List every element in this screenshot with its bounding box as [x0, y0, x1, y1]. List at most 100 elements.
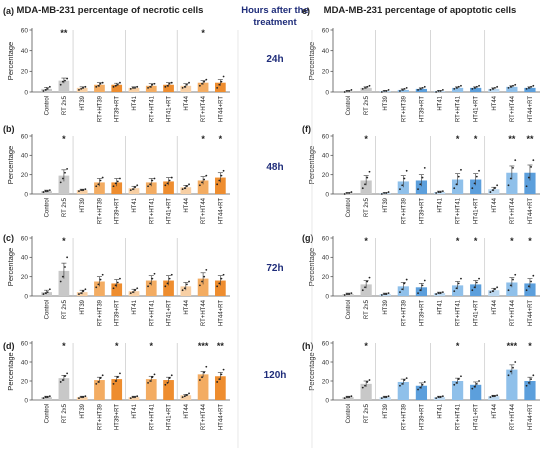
data-point: [119, 277, 121, 280]
data-point: [387, 395, 390, 398]
data-point: [441, 89, 444, 91]
data-point: [132, 86, 134, 89]
x-tick-label: HT39+RT: [419, 96, 425, 122]
data-point: [525, 289, 528, 292]
data-point: [435, 293, 438, 295]
bar: [128, 397, 140, 400]
y-tick-label: 40: [21, 153, 29, 160]
data-point: [419, 88, 422, 90]
bar: [163, 280, 174, 296]
bar: [58, 80, 70, 92]
data-point: [132, 396, 134, 399]
data-point: [129, 88, 132, 90]
data-point: [136, 184, 139, 187]
y-axis-label: Percentage: [307, 42, 316, 80]
x-tick-label: Control: [346, 404, 352, 423]
data-point: [205, 78, 208, 81]
bar: [94, 84, 105, 92]
significance-marker: *: [456, 134, 460, 144]
data-point: [380, 294, 383, 296]
data-point: [222, 273, 225, 276]
data-point: [153, 272, 156, 275]
data-point: [491, 290, 494, 293]
bar: [360, 383, 372, 400]
x-tick-label: RT+HT44: [510, 403, 516, 430]
data-point: [471, 387, 474, 390]
y-tick-label: 40: [322, 359, 330, 366]
data-point: [350, 89, 353, 91]
x-tick-label: HT44+RT: [528, 198, 534, 224]
x-tick-label: RT+HT39: [401, 403, 407, 430]
data-point: [496, 286, 499, 289]
data-point: [507, 86, 510, 89]
data-point: [368, 170, 371, 173]
data-point: [97, 381, 100, 383]
x-tick-label: HT41+RT: [474, 300, 480, 326]
data-point: [491, 395, 494, 398]
x-tick-label: HT44: [184, 299, 190, 314]
data-point: [423, 167, 426, 169]
bar: [488, 189, 500, 194]
data-point: [48, 395, 51, 398]
y-tick-label: 20: [322, 274, 330, 281]
y-tick-label: 60: [21, 235, 29, 242]
data-point: [399, 291, 401, 294]
x-tick-label: RT+HT41: [149, 95, 155, 122]
data-point: [101, 273, 104, 276]
data-point: [343, 397, 346, 399]
significance-marker: *: [364, 236, 368, 246]
bar: [215, 280, 226, 296]
y-tick-label: 20: [21, 172, 29, 179]
data-point: [201, 376, 203, 379]
bar: [379, 397, 391, 400]
data-point: [101, 374, 104, 377]
data-point: [491, 88, 494, 90]
data-point: [134, 186, 136, 189]
y-axis-label: Percentage: [6, 248, 15, 286]
x-tick-label: HT44+RT: [218, 300, 224, 326]
significance-marker: *: [62, 134, 66, 144]
data-point: [183, 287, 186, 290]
data-point: [82, 396, 85, 399]
bar: [163, 84, 174, 92]
data-point: [441, 291, 444, 294]
data-point: [183, 85, 186, 88]
data-point: [147, 86, 149, 89]
data-point: [460, 84, 462, 87]
data-point: [361, 386, 364, 389]
panel-f: (f) Percentage 0 20 40 60 Control RT 2x5 HT39 RT+…: [302, 124, 540, 224]
x-tick-label: HT39: [383, 299, 389, 314]
data-point: [346, 90, 348, 92]
x-tick-label: HT41: [132, 95, 138, 110]
data-point: [66, 77, 69, 80]
data-point: [457, 282, 460, 285]
x-tick-label: RT+HT41: [456, 197, 462, 224]
data-point: [95, 286, 98, 289]
data-point: [218, 179, 221, 182]
data-point: [512, 278, 514, 281]
data-point: [99, 179, 102, 182]
data-point: [205, 269, 208, 271]
data-point: [530, 280, 532, 283]
y-tick-label: 20: [322, 69, 330, 76]
data-point: [153, 177, 156, 180]
data-point: [203, 371, 206, 374]
data-point: [380, 193, 383, 195]
data-point: [435, 397, 438, 399]
data-point: [61, 177, 64, 180]
data-point: [496, 184, 499, 187]
data-point: [170, 374, 173, 377]
data-point: [136, 85, 139, 88]
data-point: [101, 176, 104, 179]
data-point: [532, 374, 535, 377]
significance-marker: **: [526, 134, 534, 144]
data-point: [405, 86, 408, 89]
data-point: [471, 289, 474, 292]
data-point: [366, 85, 369, 88]
data-point: [514, 361, 517, 363]
x-tick-label: HT41: [132, 299, 138, 314]
x-tick-label: HT44: [492, 403, 498, 418]
x-tick-label: HT41+RT: [474, 404, 480, 430]
data-point: [532, 159, 535, 162]
x-tick-label: Control: [346, 198, 352, 217]
